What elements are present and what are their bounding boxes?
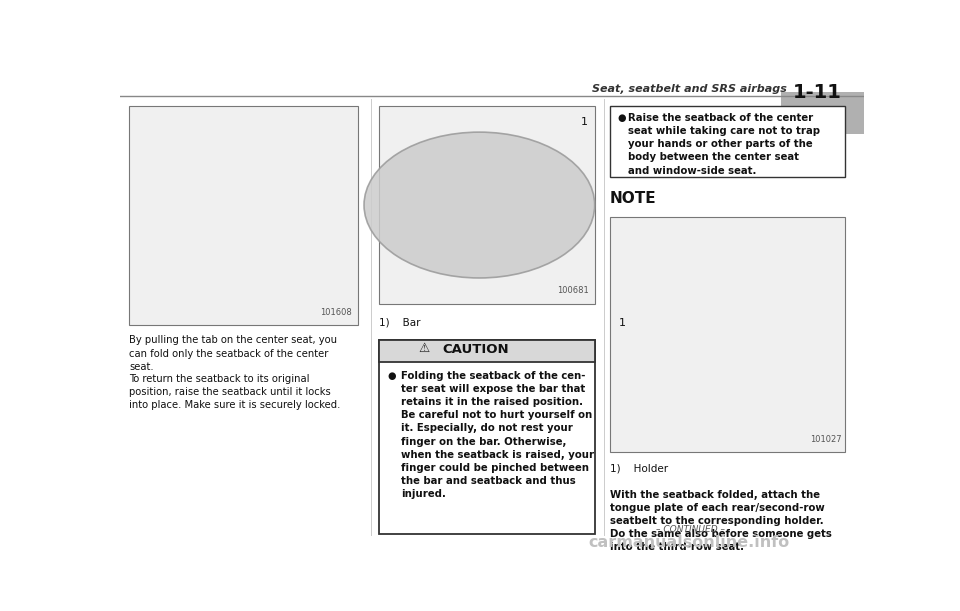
Text: ⚠: ⚠ bbox=[418, 342, 429, 356]
Text: Folding the seatback of the cen-
ter seat will expose the bar that
retains it in: Folding the seatback of the cen- ter sea… bbox=[401, 371, 594, 499]
Text: 101027: 101027 bbox=[810, 434, 842, 444]
FancyBboxPatch shape bbox=[379, 340, 594, 535]
Text: 101608: 101608 bbox=[321, 307, 352, 316]
FancyBboxPatch shape bbox=[379, 340, 594, 362]
Text: 1)    Holder: 1) Holder bbox=[610, 464, 667, 474]
FancyBboxPatch shape bbox=[129, 106, 358, 325]
FancyBboxPatch shape bbox=[610, 106, 846, 177]
Circle shape bbox=[364, 132, 594, 278]
Text: 1-11: 1-11 bbox=[793, 82, 842, 101]
Text: To return the seatback to its original
position, raise the seatback until it loc: To return the seatback to its original p… bbox=[129, 374, 340, 411]
Text: With the seatback folded, attach the
tongue plate of each rear/second-row
seatbe: With the seatback folded, attach the ton… bbox=[610, 489, 831, 552]
Text: Raise the seatback of the center
seat while taking care not to trap
your hands o: Raise the seatback of the center seat wh… bbox=[628, 113, 820, 175]
Text: carmanualsonline.info: carmanualsonline.info bbox=[588, 535, 790, 551]
Text: CAUTION: CAUTION bbox=[443, 343, 509, 356]
FancyBboxPatch shape bbox=[379, 106, 594, 304]
Text: Seat, seatbelt and SRS airbags: Seat, seatbelt and SRS airbags bbox=[592, 84, 787, 94]
Text: By pulling the tab on the center seat, you
can fold only the seatback of the cen: By pulling the tab on the center seat, y… bbox=[129, 335, 337, 371]
Text: 1: 1 bbox=[618, 318, 626, 327]
Text: NOTE: NOTE bbox=[610, 191, 657, 206]
Text: 100681: 100681 bbox=[557, 287, 588, 295]
Text: 1)    Bar: 1) Bar bbox=[379, 317, 420, 327]
Text: – CONTINUED –: – CONTINUED – bbox=[656, 525, 725, 534]
FancyBboxPatch shape bbox=[780, 92, 864, 134]
Text: ●: ● bbox=[617, 113, 626, 123]
Text: 1: 1 bbox=[581, 117, 588, 126]
FancyBboxPatch shape bbox=[610, 217, 846, 452]
Text: ●: ● bbox=[388, 371, 396, 381]
